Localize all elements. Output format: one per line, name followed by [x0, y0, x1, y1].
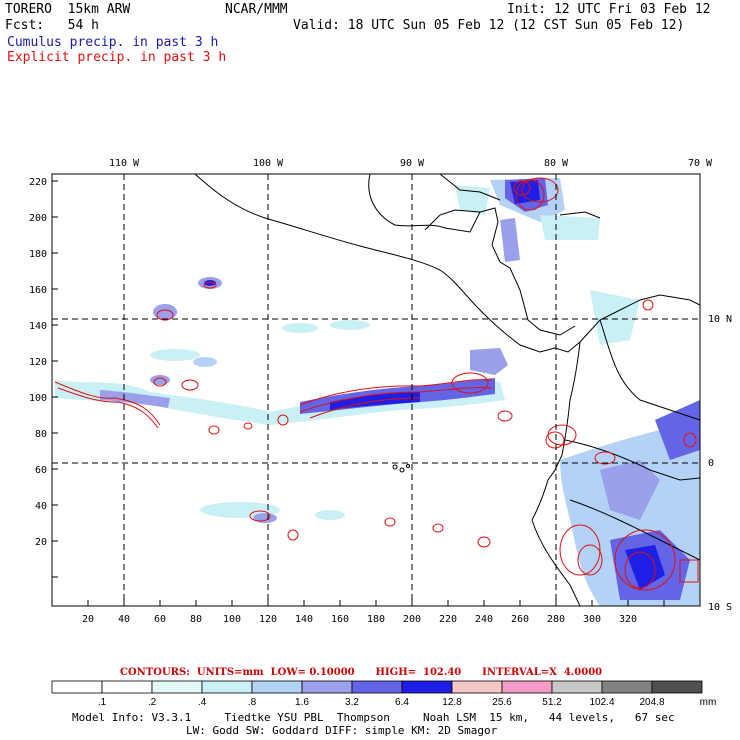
- x-tick-label: 300: [583, 614, 601, 625]
- x-tick-label: 140: [295, 614, 313, 625]
- y-tick-label: 200: [29, 213, 47, 224]
- lon-label: 110 W: [109, 158, 140, 169]
- field-explicit-label: Explicit precip. in past 3 h: [7, 50, 227, 65]
- lon-labels: 110 W 100 W 90 W 80 W 70 W: [109, 158, 713, 169]
- x-tick-label: 220: [439, 614, 457, 625]
- colorbar-label: 12.8: [442, 697, 462, 708]
- y-tick-label: 100: [29, 393, 47, 404]
- color-bar: [51, 680, 703, 694]
- colorbar-swatch: [501, 680, 553, 694]
- lon-label: 70 W: [688, 158, 713, 169]
- colorbar-label: 102.4: [589, 697, 615, 708]
- y-tick-label: 120: [29, 357, 47, 368]
- colorbar-swatch: [251, 680, 303, 694]
- x-tick-label: 40: [118, 614, 130, 625]
- colorbar-label: 25.6: [492, 697, 512, 708]
- field-cumulus-label: Cumulus precip. in past 3 h: [7, 35, 219, 50]
- graticule: [52, 174, 700, 606]
- x-tick-label: 160: [331, 614, 349, 625]
- coastlines: [194, 174, 700, 606]
- colorbar-swatch: [601, 680, 653, 694]
- colorbar-label: 204.8: [639, 697, 665, 708]
- x-tick-label: 200: [403, 614, 421, 625]
- colorbar-label: 6.4: [395, 697, 409, 708]
- colorbar-swatch: [551, 680, 603, 694]
- colorbar-swatch: [301, 680, 353, 694]
- y-tick-label: 60: [35, 465, 47, 476]
- org-label: NCAR/MMM: [225, 2, 288, 17]
- colorbar-swatch: [351, 680, 403, 694]
- lat-label: 10 S: [708, 602, 732, 613]
- x-tick-label: 120: [259, 614, 277, 625]
- colorbar-swatch: [651, 680, 703, 694]
- y-tick-label: 40: [35, 501, 47, 512]
- x-tick-label: 240: [475, 614, 493, 625]
- x-tick-labels: 20 40 60 80 100 120 140 160 180 200 220 …: [82, 614, 637, 625]
- lon-label: 90 W: [400, 158, 425, 169]
- y-tick-label: 80: [35, 429, 47, 440]
- colorbar-swatch: [101, 680, 153, 694]
- lon-label: 100 W: [253, 158, 284, 169]
- lat-label: 10 N: [708, 314, 732, 325]
- x-tick-label: 260: [511, 614, 529, 625]
- lon-label: 80 W: [544, 158, 569, 169]
- colorbar-label: .8: [247, 697, 257, 708]
- colorbar-unit: mm: [699, 697, 717, 708]
- x-tick-label: 60: [154, 614, 166, 625]
- y-tick-labels: 220 200 180 160 140 120 100 80 60 40 20: [29, 177, 47, 548]
- colorbar-swatch: [51, 680, 103, 694]
- model-title: TORERO 15km ARW: [5, 2, 131, 17]
- contour-info: CONTOURS: UNITS=mm LOW= 0.10000 HIGH= 10…: [120, 667, 603, 678]
- colorbar-label: 51.2: [542, 697, 562, 708]
- y-tick-label: 20: [35, 537, 47, 548]
- colorbar-label: 1.6: [295, 697, 309, 708]
- x-tick-label: 320: [619, 614, 637, 625]
- y-tick-label: 180: [29, 249, 47, 260]
- colorbar-swatch: [451, 680, 503, 694]
- x-tick-label: 100: [223, 614, 241, 625]
- colorbar-label: 3.2: [345, 697, 359, 708]
- model-info: Model Info: V3.3.1 Tiedtke YSU PBL Thomp…: [72, 711, 675, 724]
- x-tick-label: 180: [367, 614, 385, 625]
- colorbar-label: .1: [97, 697, 107, 708]
- y-tick-label: 160: [29, 285, 47, 296]
- lat-label: 0: [708, 458, 714, 469]
- y-tick-label: 140: [29, 321, 47, 332]
- x-tick-label: 280: [547, 614, 565, 625]
- lat-labels: 10 N 0 10 S: [708, 314, 732, 613]
- colorbar-swatch: [401, 680, 453, 694]
- explicit-precip-contours: [54, 177, 699, 591]
- cumulus-precip-shading: [55, 178, 700, 606]
- colorbar-swatch: [201, 680, 253, 694]
- x-tick-label: 80: [190, 614, 202, 625]
- colorbar-label: .2: [147, 697, 157, 708]
- colorbar-swatch: [151, 680, 203, 694]
- valid-time: Valid: 18 UTC Sun 05 Feb 12 (12 CST Sun …: [293, 18, 685, 33]
- physics-info: LW: Godd SW: Goddard DIFF: simple KM: 2D…: [186, 724, 498, 737]
- x-tick-label: 20: [82, 614, 94, 625]
- colorbar-label: .4: [197, 697, 207, 708]
- axis-ticks: [52, 180, 665, 606]
- y-tick-label: 220: [29, 177, 47, 188]
- init-time: Init: 12 UTC Fri 03 Feb 12: [507, 2, 711, 17]
- forecast-hour: Fcst: 54 h: [5, 18, 99, 33]
